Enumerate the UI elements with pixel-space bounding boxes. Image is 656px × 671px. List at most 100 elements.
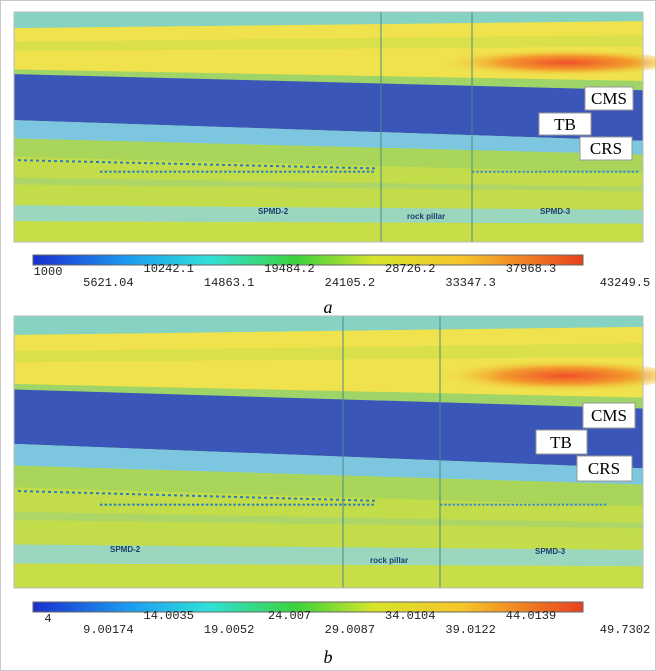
dot bbox=[604, 504, 607, 506]
dot bbox=[197, 171, 200, 173]
dot bbox=[325, 171, 328, 173]
dot bbox=[105, 171, 108, 173]
dot bbox=[279, 504, 282, 506]
dot bbox=[156, 494, 159, 496]
dot bbox=[293, 171, 296, 173]
dot bbox=[330, 499, 333, 501]
dot bbox=[600, 504, 603, 506]
dot bbox=[348, 171, 351, 173]
dot bbox=[518, 171, 521, 173]
dot bbox=[585, 171, 588, 173]
caption: a bbox=[324, 297, 333, 317]
colorbar-tick-label: 19.0052 bbox=[204, 623, 254, 637]
colorbar-tick-label: 4 bbox=[44, 612, 51, 626]
dot bbox=[238, 171, 241, 173]
dot bbox=[342, 167, 345, 169]
dot bbox=[367, 171, 370, 173]
dot bbox=[264, 497, 267, 499]
dot bbox=[627, 171, 630, 173]
dot bbox=[298, 504, 301, 506]
dot bbox=[215, 171, 218, 173]
dot bbox=[150, 494, 153, 496]
dot bbox=[220, 504, 223, 506]
dot bbox=[300, 166, 303, 168]
dot bbox=[282, 497, 285, 499]
dot bbox=[160, 504, 163, 506]
dot bbox=[216, 164, 219, 166]
dot bbox=[312, 498, 315, 500]
dot bbox=[560, 171, 563, 173]
colorbar-tick-label: 28726.2 bbox=[385, 262, 435, 276]
dot bbox=[476, 171, 479, 173]
dot bbox=[344, 171, 347, 173]
dot bbox=[623, 171, 626, 173]
dot bbox=[42, 160, 45, 162]
dot bbox=[30, 159, 33, 161]
layer-label: TB bbox=[536, 430, 587, 454]
dot bbox=[284, 504, 287, 506]
dot bbox=[164, 504, 167, 506]
dot bbox=[174, 504, 177, 506]
annotation: rock pillar bbox=[370, 556, 408, 565]
dot bbox=[233, 504, 236, 506]
dot bbox=[252, 171, 255, 173]
colorbar-tick-label: 43249.5 bbox=[600, 276, 650, 290]
dot bbox=[581, 171, 584, 173]
dot bbox=[366, 500, 369, 502]
dot bbox=[539, 171, 542, 173]
dot bbox=[210, 171, 213, 173]
dot bbox=[238, 504, 241, 506]
dot bbox=[499, 504, 502, 506]
dot bbox=[42, 491, 45, 493]
dot bbox=[275, 504, 278, 506]
dot bbox=[258, 165, 261, 167]
dot bbox=[126, 162, 129, 164]
dot bbox=[247, 171, 250, 173]
dot bbox=[522, 171, 525, 173]
dot bbox=[24, 490, 27, 492]
label-text: CMS bbox=[591, 406, 627, 425]
dot bbox=[360, 167, 363, 169]
dot bbox=[151, 504, 154, 506]
label-text: CMS bbox=[591, 89, 627, 108]
dot bbox=[252, 496, 255, 498]
annotation: SPMD-2 bbox=[110, 545, 141, 554]
dot bbox=[123, 504, 126, 506]
dot bbox=[371, 171, 374, 173]
dot bbox=[256, 171, 259, 173]
dot bbox=[256, 504, 259, 506]
dot bbox=[146, 504, 149, 506]
dot bbox=[100, 171, 103, 173]
dot bbox=[325, 504, 328, 506]
dot bbox=[109, 504, 112, 506]
dot bbox=[222, 164, 225, 166]
dot bbox=[60, 491, 63, 493]
dot bbox=[192, 163, 195, 165]
dot bbox=[307, 504, 310, 506]
colorbar-tick-label: 39.0122 bbox=[445, 623, 495, 637]
dot bbox=[156, 162, 159, 164]
dot bbox=[570, 504, 573, 506]
dot bbox=[537, 504, 540, 506]
dot bbox=[478, 504, 481, 506]
dot bbox=[102, 161, 105, 163]
dot bbox=[234, 164, 237, 166]
dot bbox=[266, 504, 269, 506]
colorbar-tick-label: 24105.2 bbox=[325, 276, 375, 290]
dot bbox=[210, 495, 213, 497]
dot bbox=[247, 504, 250, 506]
dot bbox=[493, 171, 496, 173]
dot bbox=[210, 164, 213, 166]
dot bbox=[261, 504, 264, 506]
dot bbox=[602, 171, 605, 173]
dot bbox=[270, 497, 273, 499]
annotation: SPMD-3 bbox=[540, 207, 571, 216]
colorbar-tick-label: 37968.3 bbox=[506, 262, 556, 276]
dot bbox=[490, 504, 493, 506]
dot bbox=[330, 166, 333, 168]
dot bbox=[336, 167, 339, 169]
dot bbox=[128, 171, 131, 173]
figure: CMS TB CRS SPMD-2 rock pillar SPMD-3 100… bbox=[0, 0, 656, 671]
dot bbox=[632, 171, 635, 173]
dot bbox=[360, 499, 363, 501]
